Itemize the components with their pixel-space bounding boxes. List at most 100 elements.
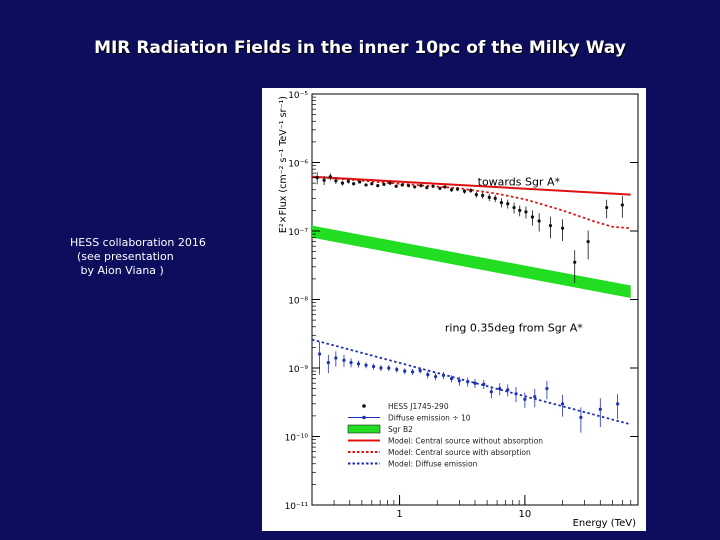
hess-point [334,179,338,183]
diffuse-point [364,363,368,367]
diffuse-point [506,388,510,392]
hess-point [537,219,541,223]
x-tick-label: 10 [518,509,531,520]
diffuse-point [560,402,565,406]
hess-point [481,193,485,198]
hess-point [438,186,442,190]
hess-point [431,184,435,188]
hess-point [620,203,624,207]
legend-label: HESS J1745-290 [388,402,449,411]
legend-label: Diffuse emission ÷ 10 [388,414,471,423]
diffuse-point [342,358,346,362]
y-tick-label: 10⁻⁶ [288,160,308,170]
y-axis-label: E²×Flux (cm⁻² s⁻¹ TeV⁻¹ sr⁻¹) [278,96,289,233]
spectrum-chart: 10⁻⁵ 10⁻⁶ 10⁻⁷ 10⁻⁸ 10⁻⁹ 10⁻¹⁰ 10⁻¹¹ 1 10 Energy… [262,88,646,531]
legend-label: Model: Central source without absorption [388,437,543,446]
hess-point [388,181,392,185]
diffuse-point [349,360,353,365]
hess-point [573,260,577,264]
diffuse-point [426,373,430,377]
hess-point [518,208,522,212]
hess-point [358,180,362,184]
slide-title: MIR Radiation Fields in the inner 10pc o… [94,38,626,58]
diffuse-point [473,381,477,385]
legend-label: Sgr B2 [388,425,413,434]
hess-point [400,183,404,187]
hess-point [370,182,374,186]
hess-point [328,175,332,179]
diffuse-point [395,367,399,372]
y-tick-label: 10⁻¹⁰ [285,434,309,444]
y-tick-label: 10⁻¹¹ [285,502,309,512]
diffuse-point [356,362,361,366]
legend-symbol [347,424,381,434]
hess-point [548,223,553,228]
hess-point [469,188,473,193]
hess-point [419,184,423,188]
hess-point [487,195,491,199]
hess-point [322,178,326,182]
hess-point [506,202,510,206]
hess-point [364,183,368,187]
hess-point [462,189,467,193]
y-tick-label: 10⁻⁷ [288,228,308,238]
diffuse-point [434,374,438,379]
hess-point [530,215,535,219]
hess-point [406,184,411,188]
y-tick-label: 10⁻⁹ [288,365,308,375]
credit-line: by Aion Viana ) [70,264,164,277]
plot-background [262,88,646,531]
diffuse-point [334,356,338,360]
y-tick-label: 10⁻⁸ [288,297,308,307]
diffuse-point [533,395,537,399]
x-tick-label: 1 [396,509,402,520]
credit-text: HESS collaboration 2016 (see presentatio… [70,236,206,278]
annotation-label: ring 0.35deg from Sgr A* [445,322,583,335]
hess-point [394,184,398,188]
model-line-3 [311,175,631,196]
diffuse-point [326,360,330,365]
diffuse-point [514,392,518,396]
hess-point [376,184,380,188]
diffuse-point [318,352,322,356]
diffuse-point [371,364,376,369]
hess-point [455,187,460,191]
legend-symbol [362,404,366,408]
x-axis-label: Energy (TeV) [573,518,636,529]
hess-point [449,188,454,192]
diffuse-point [441,373,446,377]
diffuse-point [598,407,602,411]
diffuse-point [498,387,502,391]
diffuse-point [616,402,620,406]
diffuse-point [418,368,422,373]
diffuse-point [523,397,527,401]
credit-line: HESS collaboration 2016 [70,236,206,249]
hess-point [512,205,516,210]
annotation-label: towards Sgr A* [478,176,561,189]
hess-point [413,185,417,189]
diffuse-point [449,377,454,381]
hess-point [560,226,565,230]
diffuse-point [466,380,470,384]
credit-line: (see presentation [70,250,174,263]
diffuse-point [579,415,583,420]
diffuse-point [489,390,493,394]
legend-label: Model: Central source with absorption [388,448,531,457]
legend-symbol [362,415,366,420]
diffuse-point [545,387,549,391]
hess-point [605,205,609,210]
sgr-b2-band [312,225,631,299]
hess-point [315,176,319,180]
diffuse-point [403,369,407,373]
hess-point [499,200,504,205]
hess-point [524,210,528,214]
hess-point [382,182,386,186]
legend-label: Model: Diffuse emission [388,460,478,469]
hess-point [493,196,497,200]
diffuse-point [410,370,415,374]
diffuse-point [387,366,391,370]
hess-point [425,186,429,190]
diffuse-point [482,382,486,386]
diffuse-point [457,379,461,383]
hess-point [340,181,345,185]
